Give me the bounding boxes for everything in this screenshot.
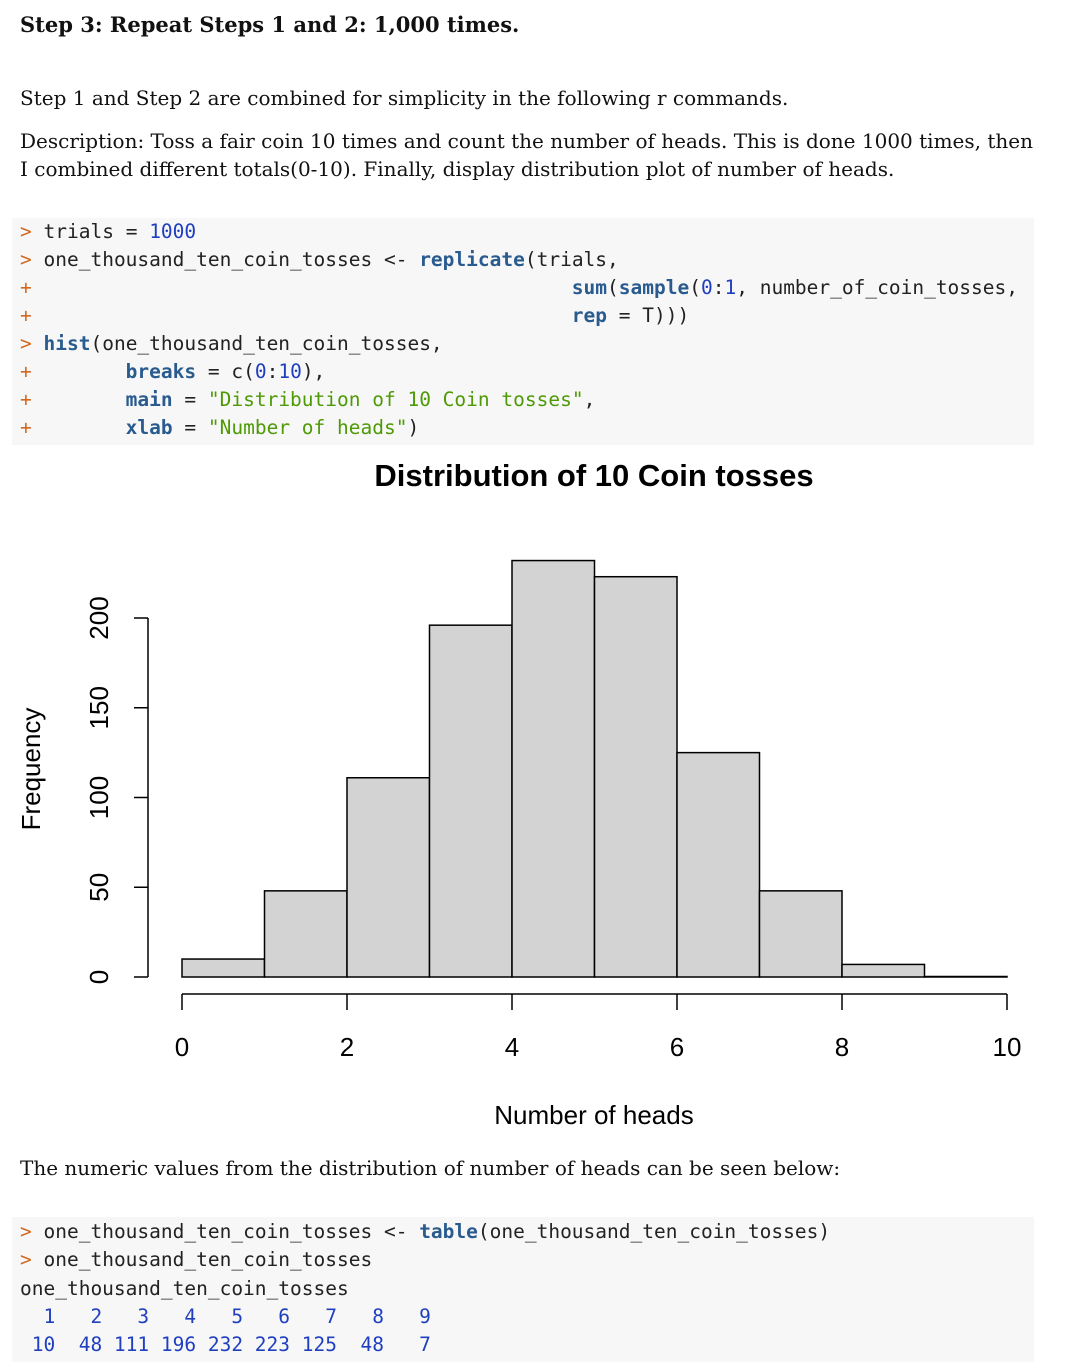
description-paragraph: Description: Toss a fair coin 10 times a… [20, 129, 1033, 181]
code-line: + main = "Distribution of 10 Coin tosses… [20, 388, 596, 411]
x-tick-label: 0 [175, 1032, 189, 1062]
results-paragraph: The numeric values from the distribution… [20, 1156, 841, 1180]
histogram-bar [841, 963, 926, 978]
x-tick-label: 6 [670, 1032, 684, 1062]
code-line: + xlab = "Number of heads") [20, 416, 420, 439]
histogram-bar [346, 777, 431, 978]
x-tick-label: 2 [340, 1032, 354, 1062]
output-table-header: 1 2 3 4 5 6 7 8 9 [20, 1305, 431, 1328]
histogram-bar [263, 890, 348, 978]
y-tick-label: 0 [84, 970, 114, 984]
y-tick-label: 200 [84, 596, 114, 639]
code-block-table: > one_thousand_ten_coin_tosses <- table(… [12, 1217, 1034, 1362]
code-block-hist: > trials = 1000 > one_thousand_ten_coin_… [12, 218, 1034, 445]
y-tick-label: 100 [84, 776, 114, 819]
histogram-bar [923, 975, 1008, 978]
x-tick-label: 10 [993, 1032, 1022, 1062]
histogram-bar [758, 890, 843, 978]
code-line: + rep = T))) [20, 304, 690, 327]
code-line: > one_thousand_ten_coin_tosses <- replic… [20, 248, 619, 271]
code-line: > one_thousand_ten_coin_tosses [20, 1248, 373, 1271]
code-line: + sum(sample(0:1, number_of_coin_tosses, [20, 276, 1018, 299]
code-line: > hist(one_thousand_ten_coin_tosses, [20, 332, 443, 355]
histogram-chart: Distribution of 10 Coin tosses 050100150… [16, 458, 1022, 1130]
y-tick-label: 50 [84, 873, 114, 902]
y-axis-label: Frequency [16, 708, 46, 831]
x-tick-label: 4 [505, 1032, 519, 1062]
chart-title: Distribution of 10 Coin tosses [374, 458, 813, 493]
histogram-bar [593, 575, 678, 978]
y-tick-label: 150 [84, 686, 114, 729]
x-tick-label: 8 [835, 1032, 849, 1062]
intro-paragraph: Step 1 and Step 2 are combined for simpl… [20, 86, 789, 110]
code-line: > trials = 1000 [20, 220, 197, 243]
histogram-bar [676, 751, 761, 978]
code-line: + breaks = c(0:10), [20, 360, 326, 383]
histogram-bar [511, 559, 596, 978]
code-line: > one_thousand_ten_coin_tosses <- table(… [20, 1220, 831, 1243]
histogram-bar [428, 624, 513, 978]
section-heading: Step 3: Repeat Steps 1 and 2: 1,000 time… [20, 12, 520, 37]
x-axis-label: Number of heads [494, 1100, 693, 1130]
output-line: one_thousand_ten_coin_tosses [20, 1277, 349, 1300]
histogram-bar [181, 958, 266, 978]
output-table-values: 10 48 111 196 232 223 125 48 7 [20, 1333, 431, 1356]
